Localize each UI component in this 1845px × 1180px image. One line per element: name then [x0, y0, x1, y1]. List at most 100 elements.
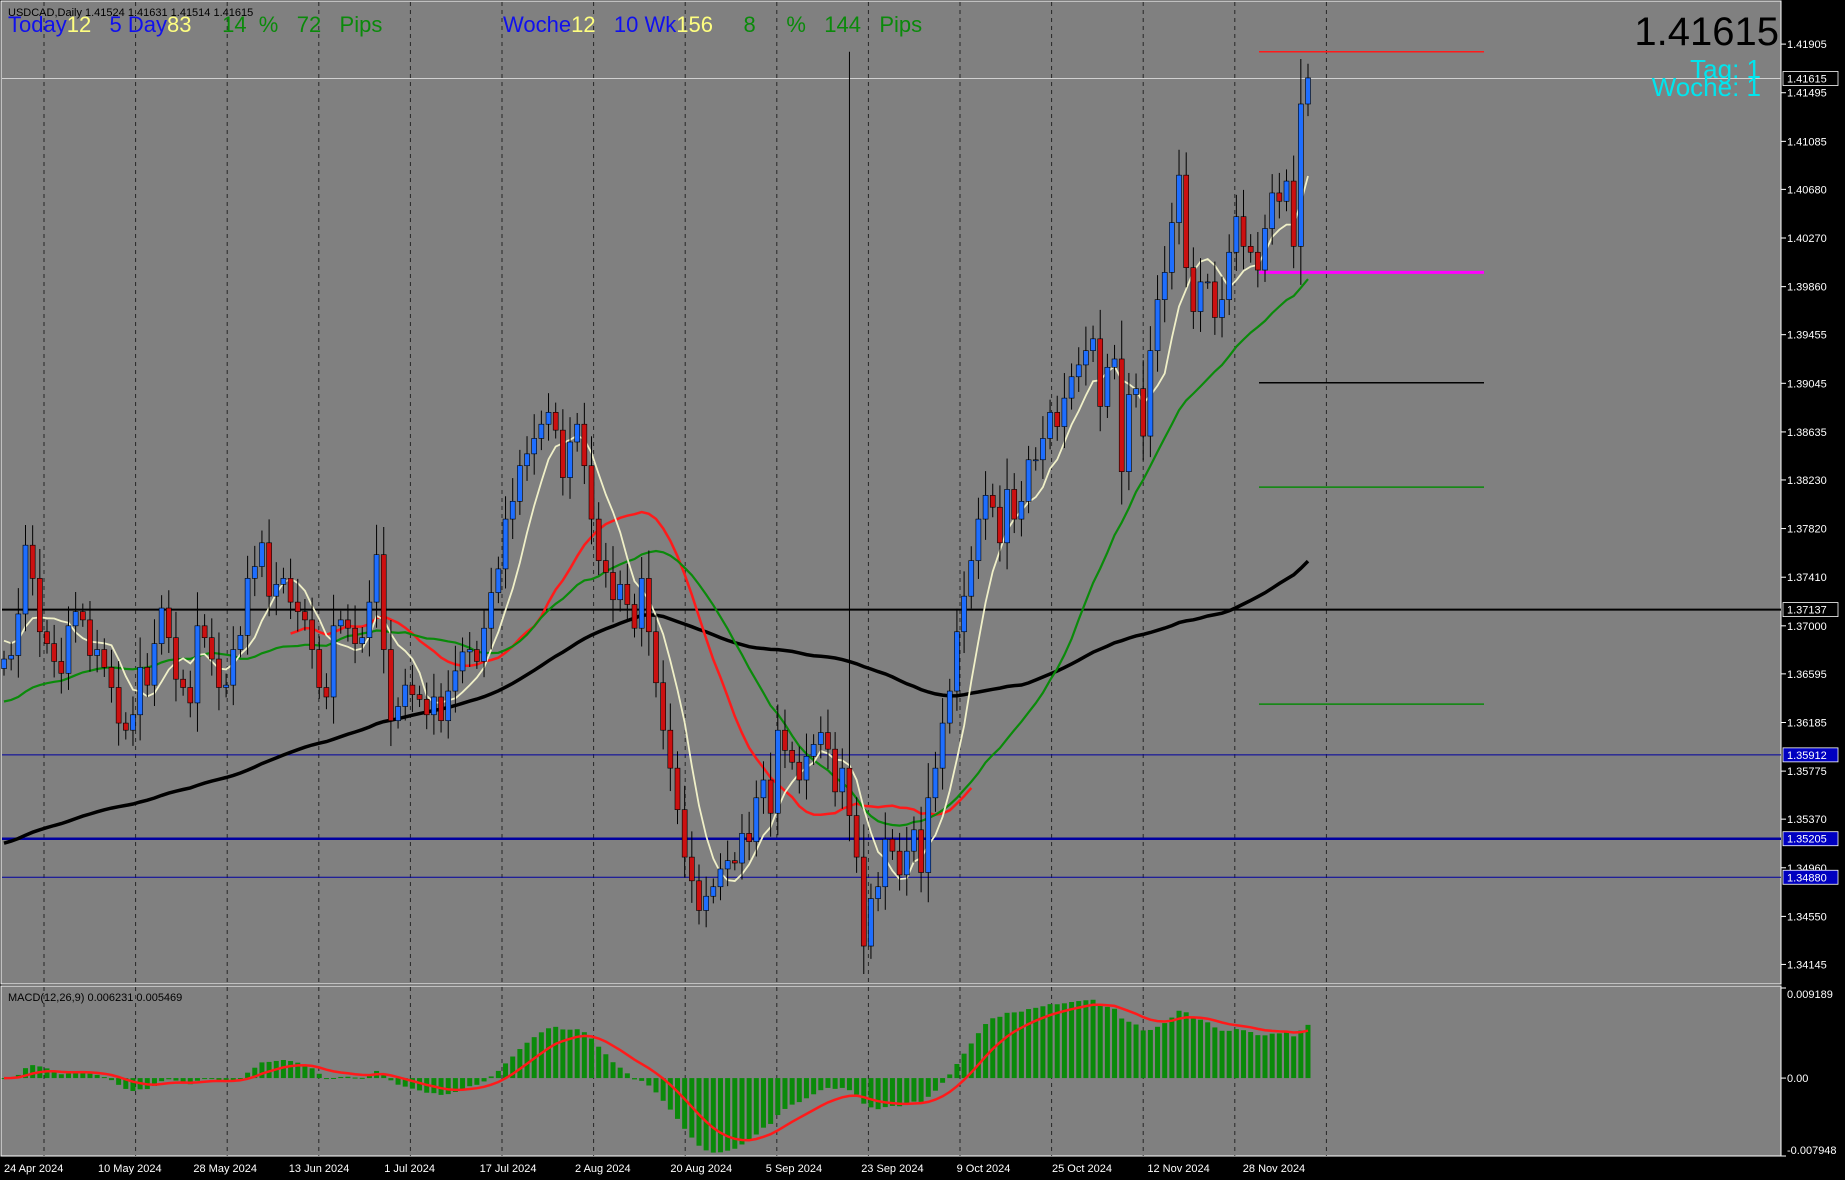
candle-body [402, 684, 409, 707]
macd-bar [388, 1078, 394, 1081]
candle-body [1032, 459, 1039, 462]
woche-count: Woche: 1 [1651, 72, 1761, 102]
candle-body [968, 560, 975, 597]
candle-body [889, 839, 896, 852]
macd-bar [395, 1078, 401, 1085]
time-axis[interactable]: 24 Apr 2024 10 May 2024 28 May 2024 13 Jun … [4, 1163, 1305, 1175]
x-tick-label: 25 Oct 2024 [1052, 1163, 1112, 1175]
price-axis[interactable]: 1.41905 1.41495 1.41085 1.40680 1.40270 1.398… [1781, 39, 1837, 1157]
candle-body [194, 625, 201, 704]
candle-body [58, 661, 65, 674]
macd-bar [932, 1078, 938, 1091]
candle-body [667, 729, 674, 769]
candle-body [567, 441, 573, 478]
candle-body [689, 856, 695, 882]
candle-body [1190, 267, 1197, 312]
macd-bar [252, 1067, 258, 1079]
macd-bar [1212, 1027, 1218, 1079]
candle-body [1075, 364, 1082, 378]
macd-bar [1133, 1024, 1139, 1079]
macd-bar [417, 1078, 423, 1091]
pct2-sign: % [786, 12, 806, 37]
macd-bar [660, 1078, 666, 1101]
macd-bar [159, 1078, 165, 1082]
macd-bar [653, 1078, 659, 1093]
y-tick-label: 1.37820 [1787, 524, 1827, 536]
candle-body [1240, 216, 1247, 247]
macd-bar [710, 1078, 716, 1153]
macd-bar [954, 1064, 960, 1079]
candle-body [954, 631, 960, 692]
x-tick-label: 5 Sep 2024 [766, 1163, 822, 1175]
macd-bar [1112, 1008, 1118, 1079]
macd-bar [789, 1078, 795, 1105]
y-tick-label: 1.40270 [1787, 233, 1827, 245]
macd-bar [1262, 1035, 1268, 1079]
candle-body [1104, 366, 1111, 407]
candle-body [180, 678, 186, 688]
candle-body [853, 815, 860, 858]
tag-count: Tag: 1 [1690, 54, 1761, 84]
candle-body [653, 631, 659, 684]
woche-value: 12 [571, 12, 596, 37]
candle-body [416, 694, 423, 700]
candle-body [22, 544, 29, 615]
macd-bar [940, 1078, 946, 1083]
candle-body [868, 898, 874, 947]
y-tick-label: 1.38230 [1787, 475, 1827, 487]
y-tick-label: 1.35370 [1787, 814, 1827, 826]
macd-bar [975, 1033, 981, 1079]
candle-body [173, 637, 179, 680]
candle-body [51, 643, 57, 662]
macd-bar [782, 1078, 788, 1109]
macd-bar [897, 1078, 903, 1107]
candle-body [345, 619, 351, 629]
macd-bar [854, 1078, 860, 1095]
macd-bar [80, 1071, 86, 1079]
candle-body [223, 684, 229, 688]
pips-label: Pips [339, 12, 383, 37]
candle-body [273, 584, 280, 597]
macd-bar [1176, 1010, 1182, 1079]
macd-bar [839, 1078, 845, 1088]
candle-body [581, 423, 588, 467]
macd-bar [825, 1078, 831, 1088]
horizontal-levels [2, 51, 1781, 878]
candle-body [538, 423, 545, 439]
candle-body [330, 625, 337, 698]
candle-body [445, 690, 452, 722]
pct2-value: 8 [743, 12, 756, 37]
macd-bar [223, 1078, 229, 1082]
candle-body [552, 412, 559, 431]
macd-bar [861, 1078, 867, 1104]
macd-bar [589, 1038, 595, 1079]
macd-bar [280, 1059, 286, 1079]
candle-body [452, 670, 459, 692]
symbol-info: USDCAD,Daily 1.41524 1.41631 1.41514 1.4… [8, 7, 253, 19]
candle-body [481, 627, 487, 662]
candle-body [903, 850, 910, 876]
candle-body [624, 584, 631, 605]
macd-bar [1183, 1012, 1189, 1079]
macd-bar [130, 1078, 136, 1091]
macd-bar [1, 1078, 7, 1080]
macd-bar [331, 1077, 337, 1079]
macd-bar [746, 1078, 752, 1141]
macd-bar [538, 1032, 544, 1079]
macd-bar [237, 1078, 243, 1080]
candle-body [610, 572, 616, 601]
macd-bar [1090, 999, 1096, 1079]
macd-bar [775, 1078, 781, 1116]
candle-body [366, 601, 373, 638]
candle-body [961, 595, 967, 633]
candle-body [1047, 412, 1053, 439]
ma-red-line [290, 510, 973, 816]
macd-bar [1076, 1001, 1082, 1079]
macd-bar [30, 1065, 36, 1079]
macd-bar [997, 1016, 1003, 1079]
candle-body [502, 518, 509, 570]
macd-bar [617, 1067, 623, 1079]
candle-body [1111, 358, 1118, 368]
candle-body [531, 438, 537, 455]
macd-bar [624, 1073, 630, 1079]
